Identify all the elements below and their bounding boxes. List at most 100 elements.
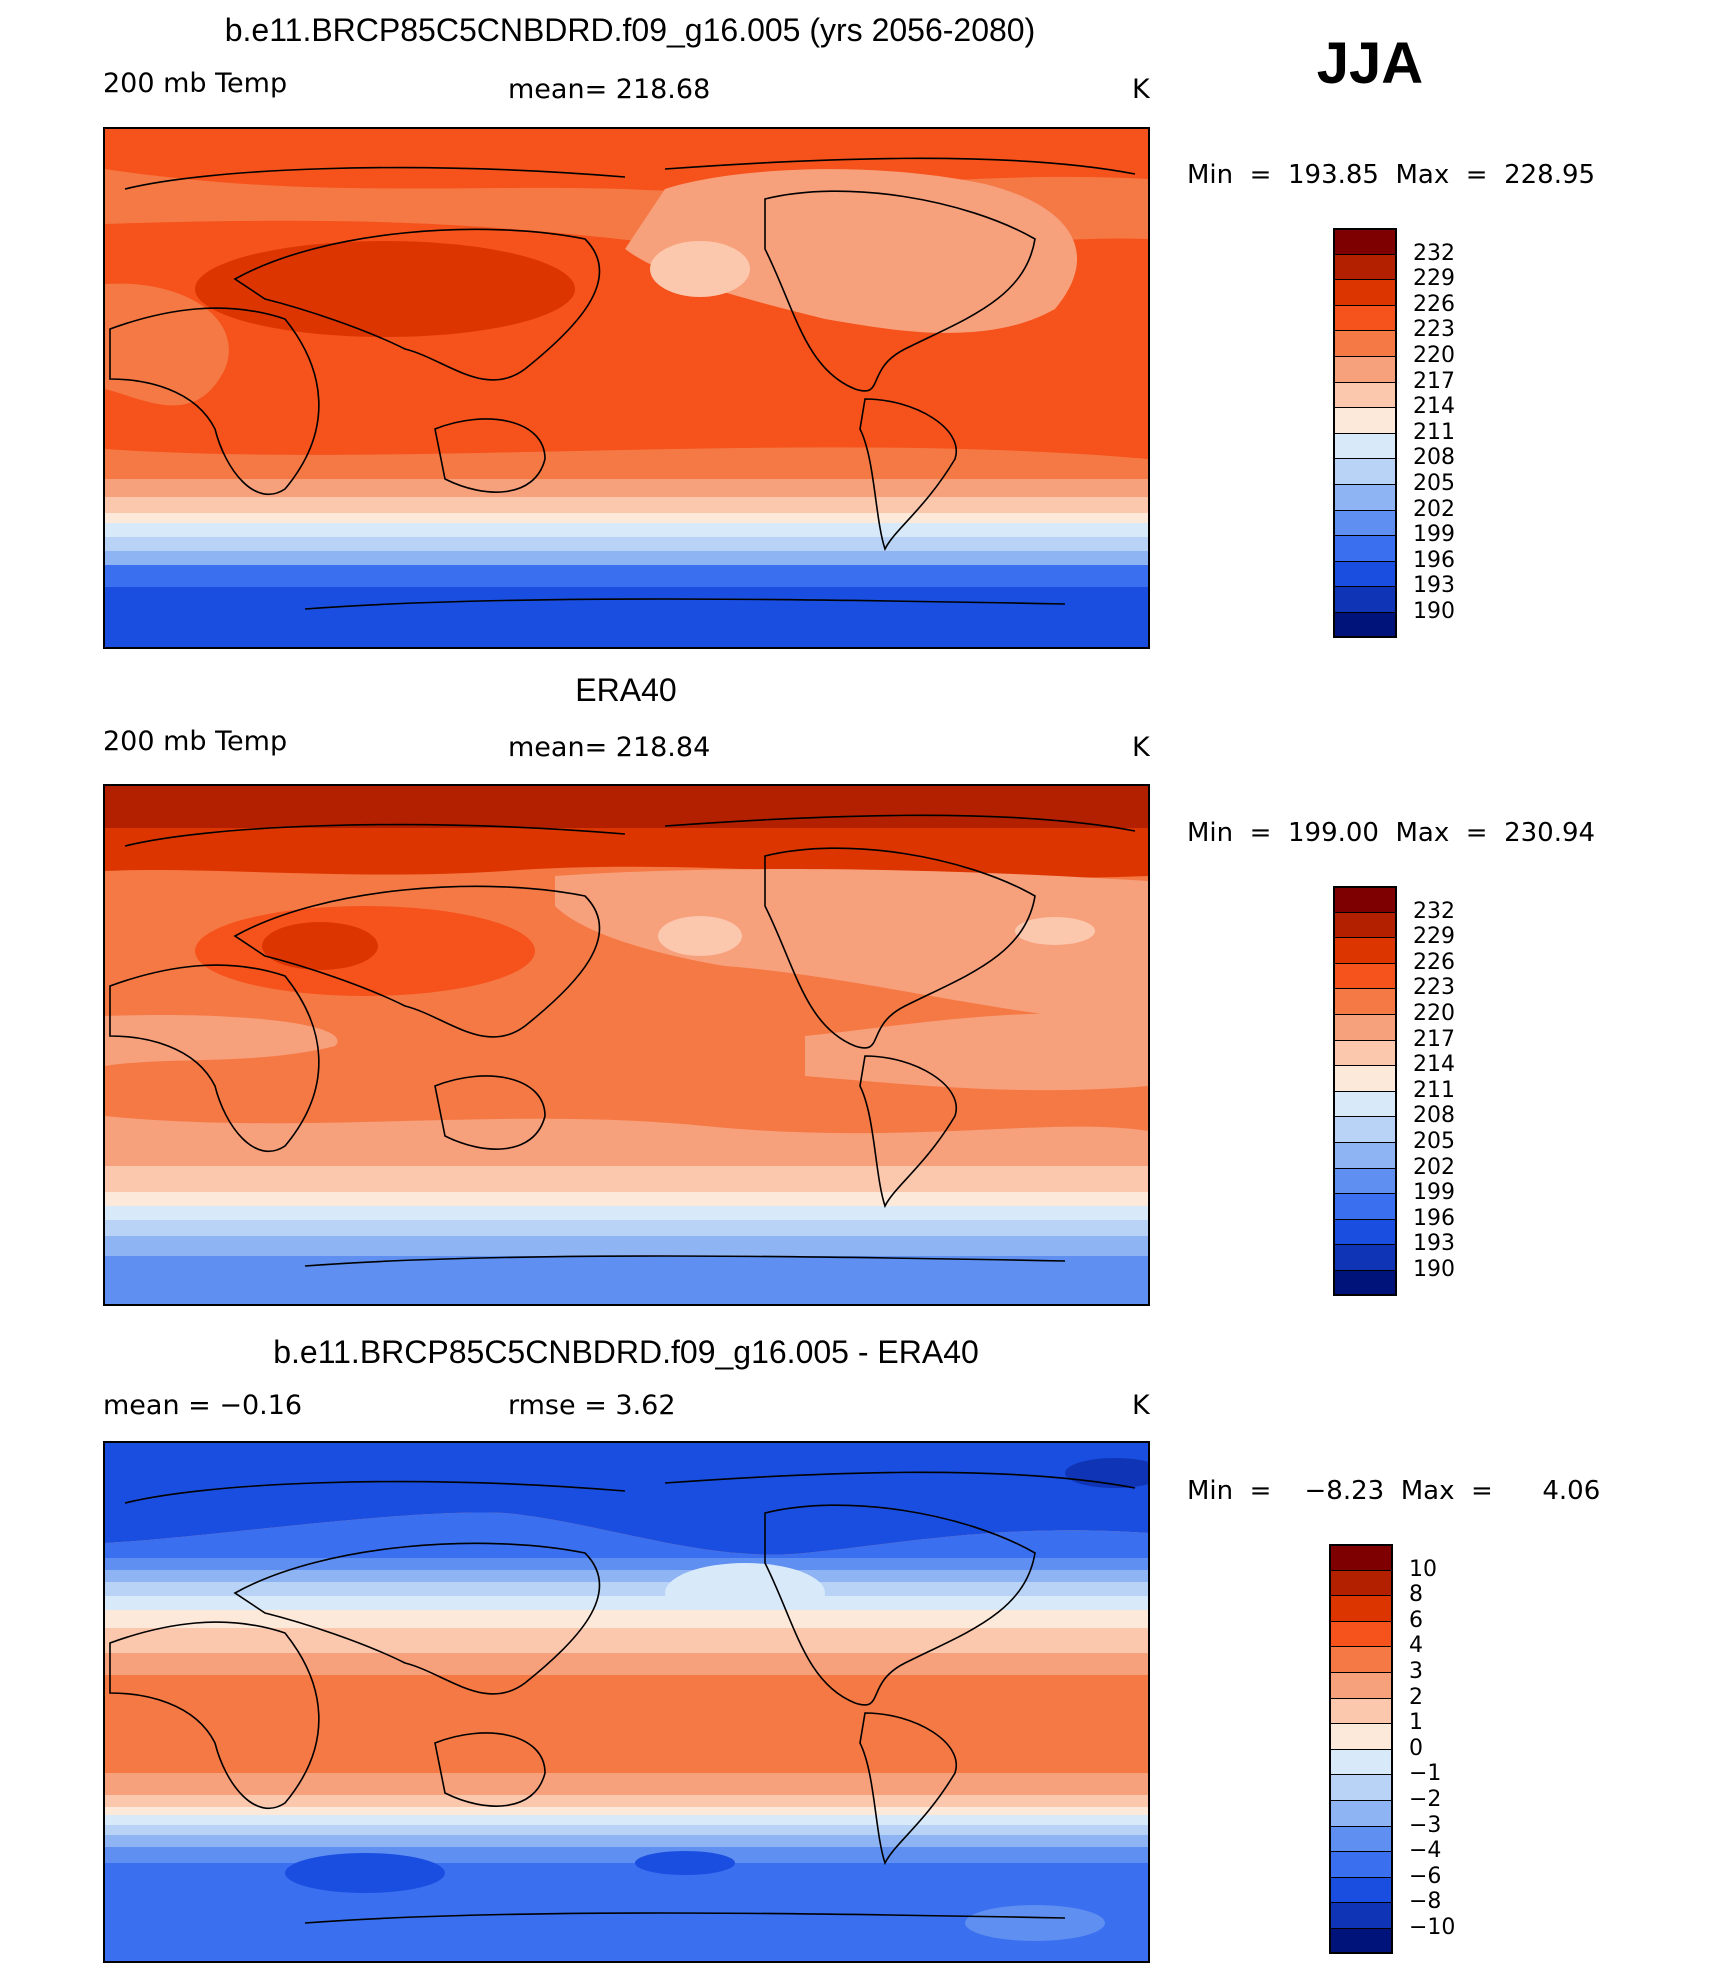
south-band-3 [105,513,1148,523]
legend-tick-label: 211 [1413,419,1455,445]
south-subtropic-band [105,1116,1148,1166]
south-band-6 [105,551,1148,565]
legend-swatch [1329,1825,1393,1852]
north-band-1 [105,1512,1148,1558]
antarctic-band [105,587,1148,647]
antarctic-band [105,1863,1148,1961]
legend-swatch [1329,1800,1393,1826]
legend-tick-label: 223 [1413,975,1455,1001]
south-band-5 [105,1236,1148,1256]
legend-tick-label: 208 [1413,445,1455,471]
north-band-5 [105,1596,1148,1610]
north-band-7 [105,1628,1148,1653]
legend-tick-label: 196 [1413,547,1455,573]
legend-tick-label: 199 [1413,1180,1455,1206]
arctic-negative-band [105,1443,1148,1555]
antarctic-band [105,1256,1148,1304]
panel-2-mean-label: mean= 218.84 [508,732,711,763]
panel-2-title: ERA40 [575,672,677,708]
legend-tick-label: 3 [1409,1659,1423,1684]
antarctic-local-maximum [965,1905,1105,1941]
africa-region [105,283,229,406]
legend-tick-label: 220 [1413,343,1455,368]
antarctica-coastline [304,1255,1066,1267]
arctic-band [105,786,1148,828]
south-band-7 [105,565,1148,587]
south-subtropic-band [105,447,1148,479]
africa-coastline [109,964,320,1153]
legend-tick-label: 1 [1409,1710,1423,1736]
legend-tick-label: −8 [1409,1889,1442,1915]
panel-1-mean-label: mean= 218.68 [508,74,711,105]
africa-coastline [109,1621,320,1810]
legend-tick-label: 6 [1409,1607,1423,1633]
panel-1-variable-label: 200 mb Temp [103,68,288,99]
legend-tick-label: 223 [1413,317,1455,343]
north-band-4 [105,1582,1148,1596]
season-label: JJA [1316,31,1424,96]
panel-2-legend-frame [1333,886,1397,1296]
legend-tick-label: 211 [1413,1077,1455,1103]
south-band-6 [105,1835,1148,1847]
australia-coastline [434,418,546,493]
panel-1-legend-frame [1333,228,1397,638]
south-band-3 [105,1807,1148,1815]
north-pacific-region [555,869,1148,1026]
legend-tick-label: 4 [1409,1633,1423,1659]
legend-tick-label: 199 [1413,522,1455,548]
legend-swatch [1333,560,1397,587]
north-band-8 [105,1653,1148,1675]
legend-tick-label: −4 [1409,1838,1442,1864]
legend-tick-label: 2 [1409,1684,1423,1710]
north-band-2 [105,1558,1148,1570]
asian-warm-core [262,922,378,970]
legend-tick-label: 10 [1409,1556,1437,1582]
legend-tick-label: −6 [1409,1863,1442,1889]
arctic-coastline [124,814,1136,847]
legend-tick-label: 226 [1413,291,1455,317]
legend-tick-label: −10 [1409,1915,1456,1940]
eurasia-coastline [233,885,601,1038]
panel-3-map [103,1441,1150,1963]
arctic-coastline [124,157,1136,190]
north-america-coastline [764,847,1036,1049]
panel-3-legend-frame [1329,1544,1393,1954]
legend-swatch [1333,1193,1397,1219]
south-band-2 [105,1192,1148,1206]
australia-coastline [434,1732,546,1807]
south-band-2 [105,1795,1148,1807]
panel-3-map-field [105,1443,1148,1961]
south-band-1 [105,479,1148,497]
indian-ocean-region [105,1015,338,1066]
africa-coastline [109,307,320,496]
legend-tick-label: 217 [1413,368,1455,394]
legend-swatch [1333,1270,1397,1296]
legend-tick-label: 220 [1413,1001,1455,1026]
arctic-coastline [124,1471,1136,1504]
australia-coastline [434,1075,546,1150]
legend-swatch [1329,1569,1393,1596]
panel-1-min-max: Min = 193.85 Max = 228.95 [1187,160,1596,190]
legend-tick-label: 193 [1413,573,1455,599]
south-america-coastline [859,398,958,552]
north-band-3 [105,1570,1148,1582]
south-america-coastline [859,1712,958,1866]
panel-2-units-label: K [1132,732,1150,763]
south-america-region [805,1013,1148,1091]
eurasia-coastline [233,1542,601,1695]
legend-swatch [1329,1544,1393,1570]
south-band-4 [105,523,1148,537]
panel-1-map-field [105,129,1148,647]
legend-tick-label: 217 [1413,1026,1455,1052]
legend-tick-label: 214 [1413,394,1455,420]
legend-tick-label: 0 [1409,1735,1423,1761]
panel-3-mean-label: mean = −0.16 [103,1390,303,1421]
antarctica-coastline [304,1912,1066,1924]
panel-1-units-label: K [1132,74,1150,105]
arctic-warm-band [105,828,1148,879]
panel-3-min-max: Min = −8.23 Max = 4.06 [1187,1476,1601,1506]
legend-tick-label: −1 [1409,1761,1442,1787]
south-band-3 [105,1206,1148,1220]
panel-2-variable-label: 200 mb Temp [103,726,288,757]
legend-swatch [1333,304,1397,331]
